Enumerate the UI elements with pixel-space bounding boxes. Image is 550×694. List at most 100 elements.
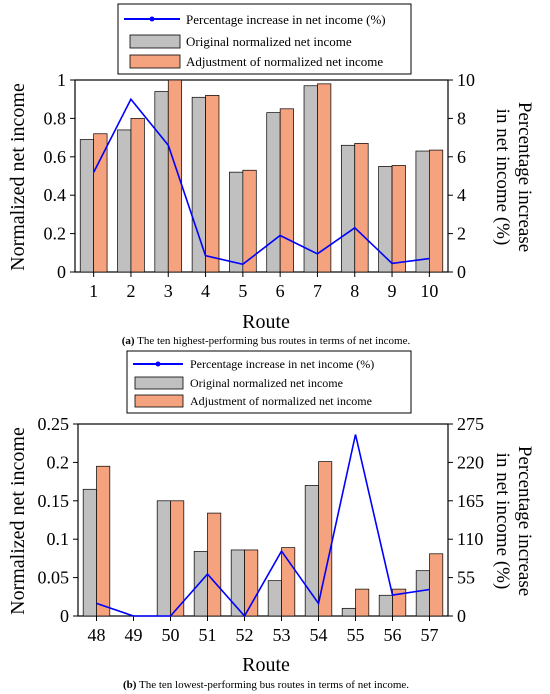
- bar-original-b-54: [304, 485, 319, 617]
- x-tick-label-b-52: 52: [236, 625, 254, 645]
- bar-adjusted-b-55: [355, 588, 370, 617]
- bar-adjusted-b-56: [392, 588, 407, 617]
- x-tick-label-b-57: 57: [421, 625, 439, 645]
- bar-adjusted-a-1: [93, 133, 108, 273]
- bar-original-a-4: [191, 96, 206, 273]
- bar-original-a-8: [340, 144, 356, 273]
- x-tick-label-a-2: 2: [126, 281, 135, 301]
- panel-a: Percentage increase in net income (%) Or…: [7, 3, 535, 347]
- legend-b: Percentage increase in net income (%) Or…: [126, 350, 412, 414]
- x-tick-label-a-10: 10: [420, 281, 438, 301]
- legend-b-original-label: Original normalized net income: [190, 376, 343, 390]
- plot-frame-b: [77, 423, 449, 617]
- bar-adjusted-a-4: [205, 95, 220, 273]
- bar-original-b-51: [193, 551, 208, 617]
- legend-a-line-marker: [149, 16, 155, 22]
- caption-b: (b) The ten lowest-performing bus routes…: [123, 679, 409, 691]
- pct-line-a: [92, 97, 430, 266]
- y-tick-label-b-4: 0.2: [47, 452, 70, 472]
- x-tick-label-a-5: 5: [238, 281, 247, 301]
- x-tick-label-b-50: 50: [162, 625, 180, 645]
- caption-a-prefix: (a): [122, 335, 135, 347]
- y2-tick-label-a-5: 10: [457, 70, 475, 90]
- caption-a: (a) The ten highest-performing bus route…: [122, 335, 411, 347]
- legend-a-adjusted-label: Adjustment of normalized net income: [186, 54, 383, 69]
- legend-a-original-swatch: [129, 34, 181, 49]
- bar-adjusted-b-57: [429, 553, 444, 617]
- legend-a-adjusted-swatch: [129, 54, 181, 69]
- y2-tick-label-b-5: 275: [457, 414, 484, 434]
- bar-adjusted-b-48: [96, 465, 111, 617]
- plot-b: 48 49 50 51 52 53 54 55 56 57 0 0 0.05 55 0.1 110 0.15 16…: [38, 414, 485, 645]
- legend-a: Percentage increase in net income (%) Or…: [117, 3, 412, 75]
- bar-adjusted-a-5: [242, 169, 257, 273]
- bar-adjusted-a-9: [391, 165, 406, 273]
- bar-original-b-52: [230, 549, 245, 617]
- bar-original-a-2: [117, 129, 132, 273]
- y2-axis-label-b-line1: Percentage increase: [514, 446, 535, 596]
- legend-a-original-label: Original normalized net income: [186, 34, 352, 49]
- plot-a: 1 2 3 4 5 6 7 8 9 10 0 0 0.2 2 0.4 4 0.6 6 0.8 8 1 10: [44, 70, 476, 301]
- bar-original-b-53: [267, 580, 282, 617]
- legend-b-adjusted-swatch: [134, 394, 184, 408]
- x-tick-label-b-48: 48: [88, 625, 106, 645]
- y-tick-label-a-1: 0.2: [44, 224, 67, 244]
- x-tick-label-a-9: 9: [388, 281, 397, 301]
- caption-b-prefix: (b): [123, 679, 137, 691]
- bar-original-b-57: [415, 570, 430, 617]
- y-tick-label-a-4: 0.8: [44, 108, 67, 128]
- bar-adjusted-b-54: [318, 461, 333, 617]
- y2-tick-label-b-0: 0: [457, 606, 466, 626]
- y2-axis-label-a-line1: Percentage increase: [514, 102, 535, 252]
- bar-adjusted-a-8: [354, 143, 369, 273]
- bar-original-a-5: [229, 171, 244, 273]
- bar-original-a-10: [415, 150, 430, 273]
- x-tick-label-a-1: 1: [89, 281, 98, 301]
- y-axis-label-a: Normalized net income: [7, 83, 29, 271]
- caption-b-text: The ten lowest-performing bus routes in …: [136, 679, 409, 691]
- x-tick-label-b-51: 51: [199, 625, 217, 645]
- y2-tick-label-a-3: 6: [457, 147, 466, 167]
- legend-b-line-marker: [155, 361, 161, 367]
- y2-tick-label-a-4: 8: [457, 108, 466, 128]
- bar-adjusted-b-51: [207, 512, 222, 617]
- y-tick-label-b-1: 0.05: [38, 568, 70, 588]
- x-tick-label-b-55: 55: [347, 625, 365, 645]
- bar-original-b-50: [156, 500, 171, 617]
- y2-tick-label-b-3: 165: [457, 491, 484, 511]
- x-axis-label-a: Route: [242, 311, 290, 333]
- y2-axis-label-b-line2: in net income (%): [492, 453, 513, 590]
- x-tick-label-a-4: 4: [201, 281, 210, 301]
- x-tick-label-a-7: 7: [313, 281, 322, 301]
- y2-tick-label-a-2: 4: [457, 185, 466, 205]
- legend-b-original-swatch: [134, 376, 184, 390]
- bar-original-a-6: [266, 112, 281, 273]
- y2-axis-label-a-line2: in net income (%): [492, 109, 513, 246]
- x-tick-label-b-49: 49: [125, 625, 143, 645]
- x-tick-label-b-54: 54: [310, 625, 328, 645]
- bar-adjusted-b-52: [244, 549, 259, 617]
- x-axis-label-b: Route: [242, 654, 290, 676]
- bar-adjusted-b-53: [281, 547, 296, 617]
- y-tick-label-b-5: 0.25: [38, 414, 70, 434]
- y2-tick-label-b-1: 55: [457, 568, 475, 588]
- y2-tick-label-b-4: 220: [457, 452, 484, 472]
- bar-original-a-1: [79, 139, 94, 273]
- bar-adjusted-b-50: [170, 500, 185, 617]
- y-tick-label-a-0: 0: [57, 262, 66, 282]
- bar-original-b-48: [82, 488, 97, 617]
- bar-adjusted-a-2: [130, 118, 145, 273]
- bar-original-a-3: [154, 91, 169, 273]
- y-tick-label-b-3: 0.15: [38, 491, 70, 511]
- y-tick-label-a-3: 0.6: [44, 147, 67, 167]
- x-tick-label-b-53: 53: [273, 625, 291, 645]
- y2-tick-label-a-1: 2: [457, 224, 466, 244]
- y2-tick-label-b-2: 110: [457, 529, 483, 549]
- y-axis-label-b: Normalized net income: [7, 427, 29, 615]
- y-tick-label-b-2: 0.1: [47, 529, 70, 549]
- legend-a-line-label: Percentage increase in net income (%): [186, 12, 386, 27]
- panel-b: Percentage increase in net income (%) Or…: [7, 350, 535, 691]
- y-tick-label-b-0: 0: [60, 606, 69, 626]
- bar-original-b-55: [341, 607, 356, 617]
